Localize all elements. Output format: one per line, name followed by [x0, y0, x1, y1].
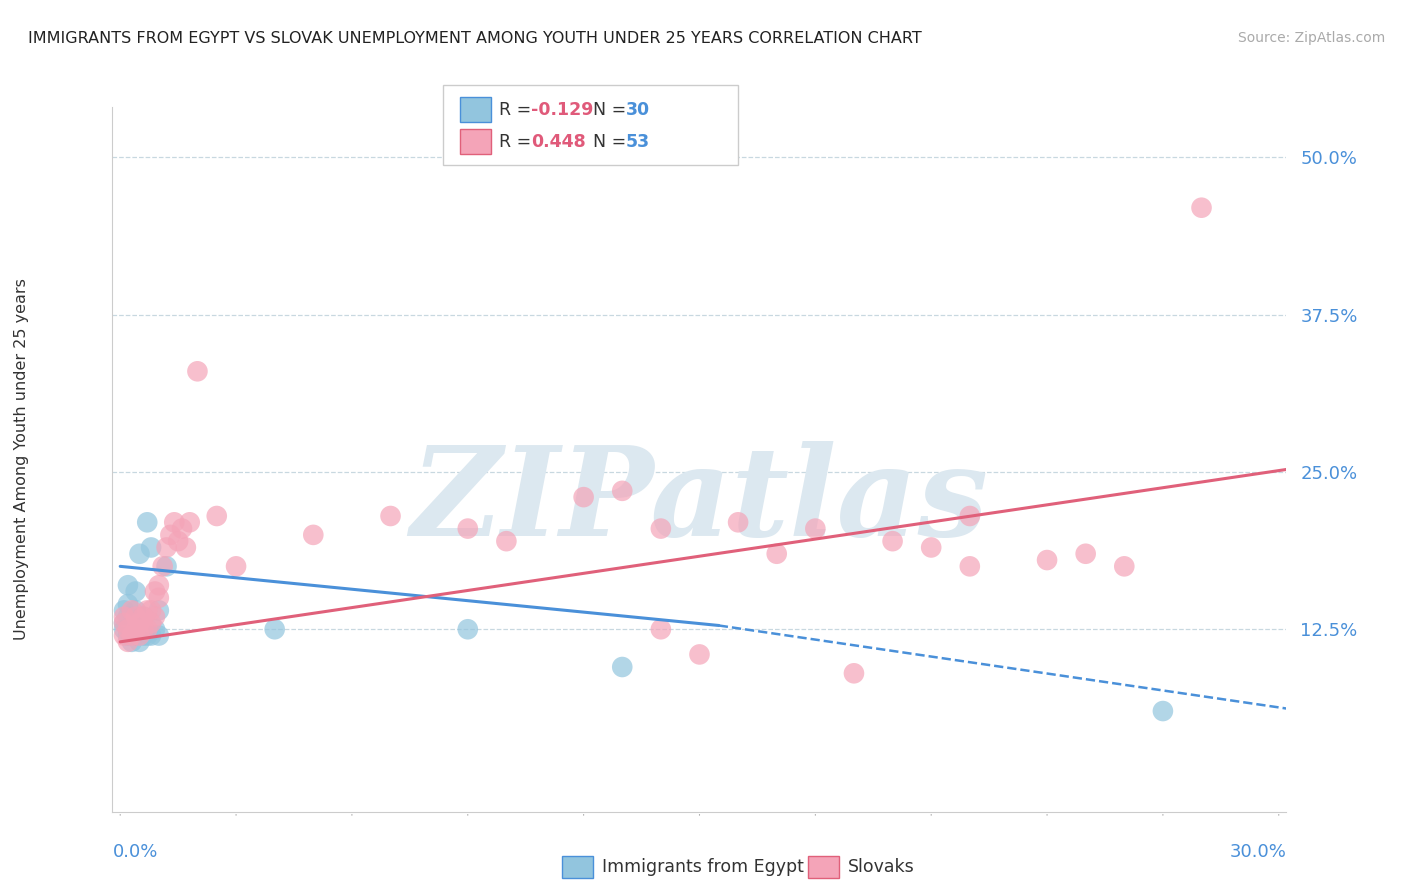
Text: 0.0%: 0.0%: [112, 843, 157, 861]
Point: [124, 584, 146, 599]
Point: [765, 547, 787, 561]
Point: [121, 615, 143, 630]
Text: 0.448: 0.448: [531, 133, 586, 151]
Point: [302, 528, 325, 542]
Point: [128, 628, 150, 642]
Text: R =: R =: [499, 101, 537, 119]
Point: [112, 609, 135, 624]
Point: [136, 516, 159, 530]
Point: [186, 364, 208, 378]
Point: [170, 522, 193, 536]
Point: [117, 578, 139, 592]
Point: [159, 528, 181, 542]
Text: 30: 30: [626, 101, 650, 119]
Point: [136, 628, 159, 642]
Point: [136, 622, 159, 636]
Text: IMMIGRANTS FROM EGYPT VS SLOVAK UNEMPLOYMENT AMONG YOUTH UNDER 25 YEARS CORRELAT: IMMIGRANTS FROM EGYPT VS SLOVAK UNEMPLOY…: [28, 31, 922, 46]
Point: [132, 609, 155, 624]
Point: [457, 522, 479, 536]
Point: [124, 609, 146, 624]
Point: [179, 516, 201, 530]
Text: R =: R =: [499, 133, 537, 151]
Point: [148, 603, 170, 617]
Text: ZIPatlas: ZIPatlas: [411, 441, 988, 563]
Point: [1074, 547, 1097, 561]
Point: [136, 603, 159, 617]
Text: -0.129: -0.129: [531, 101, 593, 119]
Point: [650, 522, 672, 536]
Point: [121, 628, 143, 642]
Point: [128, 615, 150, 630]
Text: N =: N =: [593, 133, 633, 151]
Point: [1036, 553, 1059, 567]
Point: [155, 541, 177, 555]
Point: [263, 622, 285, 636]
Point: [380, 508, 402, 523]
Point: [117, 609, 139, 624]
Point: [612, 483, 634, 498]
Point: [132, 628, 155, 642]
Point: [842, 666, 865, 681]
Point: [112, 615, 135, 630]
Point: [139, 628, 162, 642]
Point: [1114, 559, 1136, 574]
Point: [121, 635, 143, 649]
Point: [205, 508, 228, 523]
Point: [121, 622, 143, 636]
Point: [148, 578, 170, 592]
Point: [143, 622, 166, 636]
Point: [457, 622, 479, 636]
Point: [155, 559, 177, 574]
Point: [167, 534, 190, 549]
Text: Source: ZipAtlas.com: Source: ZipAtlas.com: [1237, 31, 1385, 45]
Point: [117, 597, 139, 611]
Point: [112, 615, 135, 630]
Point: [139, 603, 162, 617]
Point: [143, 609, 166, 624]
Point: [612, 660, 634, 674]
Point: [1152, 704, 1174, 718]
Text: Immigrants from Egypt: Immigrants from Egypt: [602, 858, 804, 876]
Point: [124, 628, 146, 642]
Point: [128, 547, 150, 561]
Text: N =: N =: [593, 101, 633, 119]
Point: [174, 541, 197, 555]
Point: [139, 615, 162, 630]
Point: [117, 622, 139, 636]
Point: [112, 628, 135, 642]
Point: [495, 534, 517, 549]
Point: [225, 559, 247, 574]
Point: [920, 541, 942, 555]
Point: [132, 609, 155, 624]
Point: [124, 622, 146, 636]
Point: [148, 628, 170, 642]
Point: [112, 603, 135, 617]
Point: [124, 603, 146, 617]
Point: [121, 603, 143, 617]
Point: [112, 622, 135, 636]
Point: [132, 622, 155, 636]
Text: Slovaks: Slovaks: [848, 858, 914, 876]
Text: 30.0%: 30.0%: [1230, 843, 1286, 861]
Point: [117, 628, 139, 642]
Point: [117, 635, 139, 649]
Point: [882, 534, 904, 549]
Text: 53: 53: [626, 133, 650, 151]
Point: [572, 490, 595, 504]
Point: [959, 559, 981, 574]
Point: [143, 584, 166, 599]
Point: [804, 522, 827, 536]
Point: [152, 559, 174, 574]
Point: [163, 516, 186, 530]
Point: [148, 591, 170, 605]
Point: [689, 648, 711, 662]
Point: [139, 541, 162, 555]
Point: [128, 635, 150, 649]
Point: [727, 516, 749, 530]
Point: [959, 508, 981, 523]
Point: [1191, 201, 1213, 215]
Text: Unemployment Among Youth under 25 years: Unemployment Among Youth under 25 years: [14, 278, 28, 640]
Point: [128, 615, 150, 630]
Point: [650, 622, 672, 636]
